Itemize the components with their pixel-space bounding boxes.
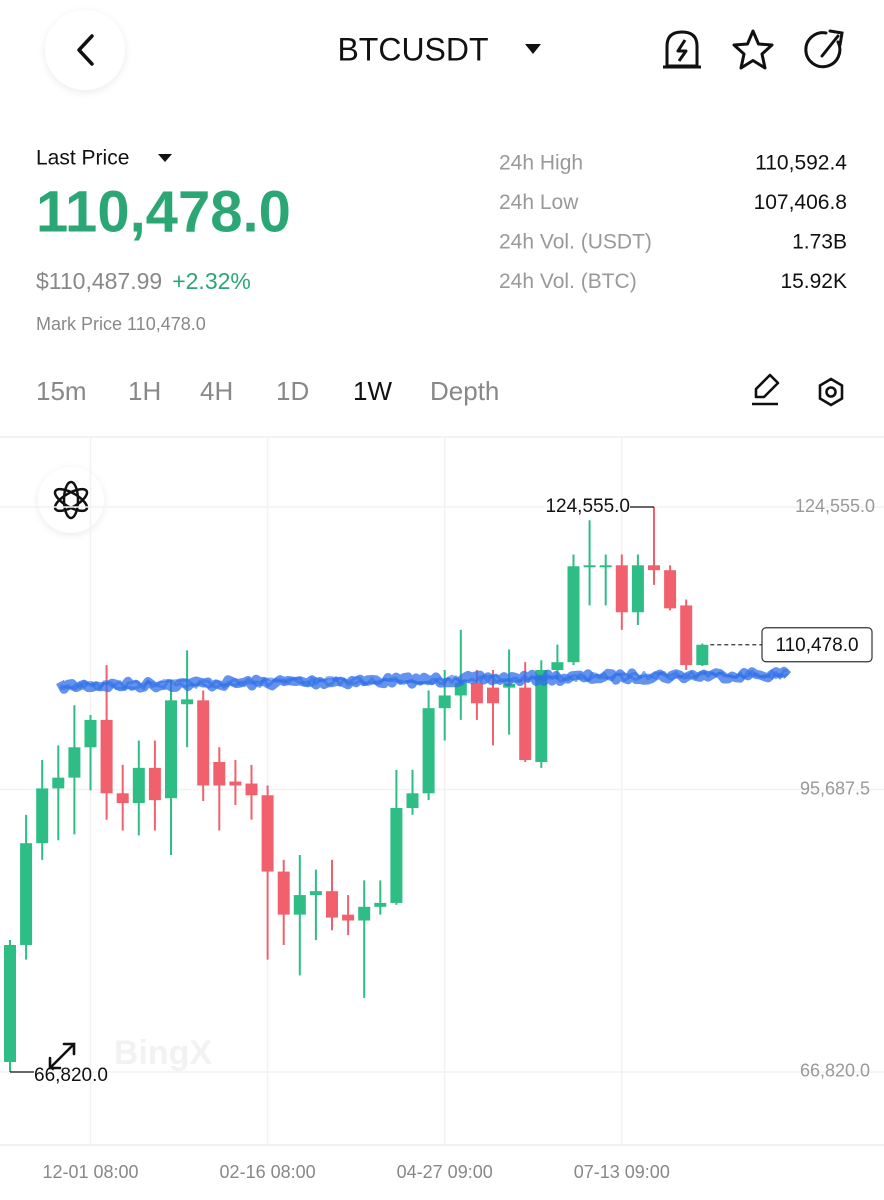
candle-body xyxy=(551,662,564,670)
candle-body xyxy=(181,699,194,705)
candle-body xyxy=(696,644,709,666)
watermark: BingX xyxy=(114,1034,213,1072)
candle-body xyxy=(132,767,145,804)
stat-value: 110,592.4 xyxy=(755,152,847,175)
price-box xyxy=(761,627,873,663)
stat-label: 24h High xyxy=(499,152,583,175)
candle-body xyxy=(116,793,129,804)
candle-body xyxy=(52,777,65,789)
candle-body xyxy=(309,891,322,896)
candle-body xyxy=(599,565,612,568)
y-tick-label: 66,820.0 xyxy=(800,1061,870,1081)
candle-body xyxy=(261,795,274,872)
y-tick-label: 124,555.0 xyxy=(795,496,875,516)
candle-body xyxy=(197,700,210,786)
candle-body xyxy=(293,895,306,915)
candle-body xyxy=(583,565,596,568)
candle-body xyxy=(422,708,435,794)
interval-tab[interactable]: 1W xyxy=(353,376,392,406)
candle-body xyxy=(84,719,97,748)
interval-tab[interactable]: 15m xyxy=(36,376,87,406)
mark-price: Mark Price 110,478.0 xyxy=(36,314,206,334)
x-tick-label: 07-13 09:00 xyxy=(574,1162,670,1182)
back-icon xyxy=(77,34,94,66)
indicator-button[interactable] xyxy=(38,467,104,533)
candle-body xyxy=(229,781,242,786)
stat-label: 24h Low xyxy=(499,191,579,214)
candle-body xyxy=(631,565,644,613)
interval-tab[interactable]: 1H xyxy=(128,376,161,406)
candle-body xyxy=(245,783,258,796)
candle-body xyxy=(519,687,532,761)
candle-body xyxy=(36,788,49,844)
candle-body xyxy=(165,700,177,799)
price-box-label: 110,478.0 xyxy=(775,635,858,656)
trend-line xyxy=(56,666,792,694)
candle-body xyxy=(326,891,338,918)
candle-body xyxy=(148,767,161,801)
usd-price: $110,487.99 xyxy=(36,268,162,294)
candle-body xyxy=(487,687,499,704)
candle-body xyxy=(358,906,371,921)
candle-body xyxy=(374,902,387,907)
candle-body xyxy=(664,570,677,609)
y-tick-label: 95,687.5 xyxy=(800,778,870,798)
candle-body xyxy=(615,565,628,613)
candle-body xyxy=(4,944,16,1062)
favorite-icon[interactable] xyxy=(732,29,774,70)
x-tick-label: 04-27 09:00 xyxy=(397,1162,493,1182)
interval-tab[interactable]: 1D xyxy=(276,376,309,406)
share-icon[interactable] xyxy=(804,29,844,69)
interval-tab[interactable]: 4H xyxy=(200,376,233,406)
interval-tab[interactable]: Depth xyxy=(430,376,499,406)
candle-body xyxy=(342,914,355,921)
candle-body xyxy=(68,747,81,778)
candle-body xyxy=(535,669,548,762)
x-tick-label: 12-01 08:00 xyxy=(42,1162,138,1182)
candle-body xyxy=(277,871,290,915)
candle-body xyxy=(648,565,660,571)
candle-body xyxy=(470,682,483,704)
stat-value: 1.73B xyxy=(792,231,847,254)
settings-icon[interactable] xyxy=(818,377,844,407)
stat-value: 107,406.8 xyxy=(754,191,847,214)
last-price: 110,478.0 xyxy=(36,179,291,244)
candle-body xyxy=(213,761,226,786)
expand-icon[interactable] xyxy=(48,1042,76,1070)
stat-value: 15.92K xyxy=(780,270,847,293)
last-price-label[interactable]: Last Price xyxy=(36,147,129,170)
stat-label: 24h Vol. (BTC) xyxy=(499,270,637,293)
trend-line xyxy=(59,668,789,691)
candle-body xyxy=(100,719,113,794)
symbol-title[interactable]: BTCUSDT xyxy=(337,31,488,67)
low-annotation: 66,820.0 xyxy=(34,1065,108,1086)
draw-icon[interactable] xyxy=(752,373,780,406)
candle-body xyxy=(438,695,451,709)
price-dropdown[interactable] xyxy=(158,154,172,162)
candle-body xyxy=(567,566,580,663)
candle-body xyxy=(390,807,403,903)
symbol-dropdown[interactable] xyxy=(525,44,541,54)
alert-icon[interactable] xyxy=(663,30,701,69)
high-annotation: 124,555.0 xyxy=(545,496,630,517)
back-button[interactable] xyxy=(45,10,125,90)
price-change: +2.32% xyxy=(172,268,251,294)
indicator-icon xyxy=(53,480,89,520)
x-tick-label: 02-16 08:00 xyxy=(220,1162,316,1182)
candle-body xyxy=(680,605,693,666)
stat-label: 24h Vol. (USDT) xyxy=(499,231,652,254)
candle-body xyxy=(20,843,33,945)
candle-body xyxy=(406,793,419,808)
